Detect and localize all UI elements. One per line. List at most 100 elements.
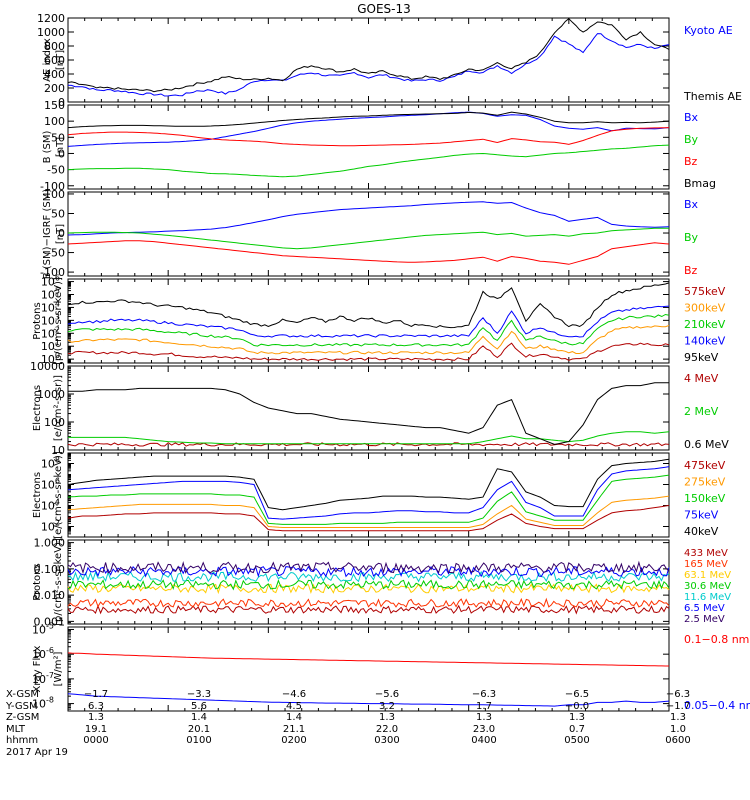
footer-row-y-gsm: Y-GSM 6.3 5.6 4.5 3.2 1.7 −0.0 −1.7 xyxy=(0,701,750,713)
y-tick-label: -100 xyxy=(40,266,65,279)
y-tick-label: 100 xyxy=(44,188,65,201)
footer-value: 4.5 xyxy=(286,700,302,712)
y-tick-label: 10000 xyxy=(30,360,65,373)
orbit-footer: X-GSM −1.7 −3.3 −4.6 −5.6 −6.3 −6.5 −6.3 Y-GSM 6.… xyxy=(0,689,750,800)
footer-value: 20.1 xyxy=(187,723,211,735)
y-axis-title: Protons xyxy=(32,302,43,339)
y-axis-title: [W/m²] xyxy=(53,651,64,686)
series-line-433-mev xyxy=(67,604,670,615)
y-axis-title: AE index xyxy=(42,38,53,82)
footer-row-label: Z-GSM xyxy=(6,712,40,723)
legend-entry: 30.6 MeV xyxy=(684,581,731,592)
series-line-by xyxy=(67,144,670,178)
panel-frame xyxy=(67,278,670,364)
series-line-bz xyxy=(67,127,670,147)
series-line-11-6-mev xyxy=(67,570,670,583)
footer-row-mlt: MLT 19.1 20.1 21.1 22.0 23.0 0.7 1.0 xyxy=(0,724,750,736)
y-tick-label: 400 xyxy=(44,68,65,81)
series-line-0-6-mev xyxy=(68,382,669,445)
y-axis-title: B (SM)−IGRF (SM) xyxy=(42,189,53,280)
y-tick-label: 0 xyxy=(58,147,65,160)
legend-entry: Themis AE xyxy=(683,90,742,103)
y-tick-label: -100 xyxy=(40,180,65,193)
legend-entry: 4 MeV xyxy=(684,372,719,385)
footer-value: 1.3 xyxy=(670,712,686,723)
footer-value: 23.0 xyxy=(472,723,496,735)
footer-value: 0300 xyxy=(374,735,400,746)
y-tick-label: 600 xyxy=(44,54,65,67)
y-tick-label: 10-5 xyxy=(32,621,54,636)
y-tick-label: 10 xyxy=(51,444,65,457)
footer-value: 21.1 xyxy=(282,723,306,735)
y-axis-title: Protons xyxy=(32,563,43,600)
series-line-165-mev xyxy=(67,597,670,608)
y-axis-title: B (SM) xyxy=(42,130,53,163)
panel-frame xyxy=(67,191,670,277)
y-axis-title: [e/(cm²-s-sr-keV)] xyxy=(53,451,64,539)
y-tick-label: 0.100 xyxy=(34,563,66,576)
legend-entry: 165 MeV xyxy=(684,559,728,570)
footer-value: 0500 xyxy=(564,735,590,746)
footer-value: −0.0 xyxy=(564,700,590,712)
legend-entry: 2.5 MeV xyxy=(684,614,725,625)
series-line-0-1-0-8-nm xyxy=(67,652,669,667)
legend-entry: 575keV xyxy=(684,285,726,298)
y-tick-label: 1000 xyxy=(37,388,65,401)
legend-entry: 475keV xyxy=(684,459,726,472)
footer-value: 1.3 xyxy=(379,712,395,723)
y-tick-label: 800 xyxy=(44,40,65,53)
figure-title: GOES-13 xyxy=(357,2,411,16)
legend-entry: 140keV xyxy=(684,335,726,348)
legend-entry: 0.6 MeV xyxy=(684,438,729,451)
legend-entry: By xyxy=(684,231,699,244)
y-tick-label: 0.010 xyxy=(34,589,66,602)
series-line-75kev xyxy=(67,466,670,520)
legend-entry: 433 MeV xyxy=(684,548,728,559)
footer-value: −1.7 xyxy=(83,689,109,700)
footer-value: 1.3 xyxy=(569,712,585,723)
footer-value: −1.7 xyxy=(665,700,691,712)
footer-value: 0.7 xyxy=(569,723,585,735)
series-line-30-6-mev xyxy=(67,578,670,591)
series-line-95kev xyxy=(67,282,670,329)
footer-row-label: MLT xyxy=(6,723,25,735)
footer-value: 1.3 xyxy=(476,712,492,723)
legend-entry: 0.1−0.8 nm xyxy=(684,633,749,646)
footer-row-z-gsm: Z-GSM 1.3 1.4 1.4 1.3 1.3 1.3 1.3 xyxy=(0,712,750,724)
footer-row-label: X-GSM xyxy=(6,689,40,700)
panel-frame xyxy=(67,365,670,451)
footer-value: 6.3 xyxy=(88,700,104,712)
footer-value: 1.4 xyxy=(191,712,207,723)
legend-entry: Bx xyxy=(684,198,699,211)
legend-entry: Bmag xyxy=(684,177,716,190)
footer-value: 3.2 xyxy=(379,700,395,712)
footer-value: 0000 xyxy=(83,735,109,746)
series-line-2-mev xyxy=(68,431,670,445)
y-axis-title: [nT] xyxy=(55,137,66,157)
y-axis-title: [e/(cm²-s-sr)] xyxy=(53,375,64,441)
series-line-0-05-0-4-nm xyxy=(67,693,670,707)
y-tick-label: 200 xyxy=(44,82,65,95)
footer-value: 1.3 xyxy=(88,712,104,723)
footer-row-hhmm: hhmm 0000 0100 0200 0300 0400 0500 0600 xyxy=(0,735,750,747)
footer-value: 0200 xyxy=(281,735,307,746)
y-tick-label: 150 xyxy=(44,99,65,112)
legend-entry: Bz xyxy=(684,264,698,277)
y-tick-label: 0.001 xyxy=(34,615,66,628)
series-line-2-5-mev xyxy=(67,560,670,575)
footer-value: 0600 xyxy=(665,735,691,746)
legend-entry: By xyxy=(684,133,699,146)
legend-entry: 300keV xyxy=(684,302,726,315)
footer-value: 0400 xyxy=(471,735,497,746)
series-line-575kev xyxy=(67,342,670,361)
legend-entry: 63.1 MeV xyxy=(684,570,731,581)
panel-frame xyxy=(67,17,670,103)
footer-value: −5.6 xyxy=(374,689,400,700)
footer-value: 19.1 xyxy=(84,723,108,735)
series-line-6-5-mev xyxy=(67,565,670,578)
footer-value: 1.4 xyxy=(286,712,302,723)
